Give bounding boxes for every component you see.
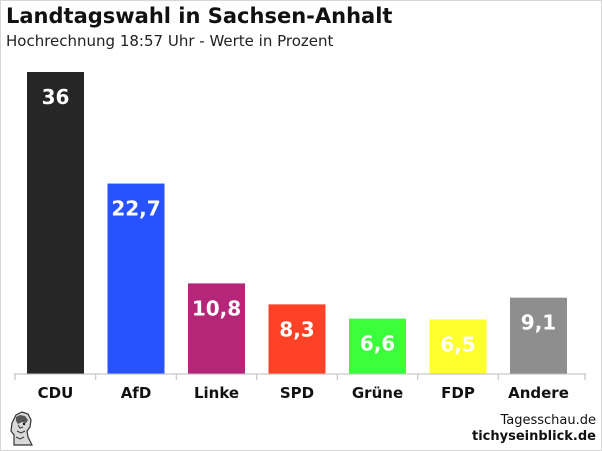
category-label-andere: Andere bbox=[508, 384, 569, 402]
category-label-linke: Linke bbox=[194, 384, 239, 402]
statue-logo-icon bbox=[10, 411, 33, 446]
value-label-spd: 8,3 bbox=[279, 317, 314, 341]
value-label-andere: 9,1 bbox=[521, 311, 556, 335]
category-label-gr-ne: Grüne bbox=[352, 384, 403, 402]
source-tichyseinblick: tichyseinblick.de bbox=[471, 429, 596, 444]
bar-linke bbox=[188, 283, 245, 374]
chart-subtitle: Hochrechnung 18:57 Uhr - Werte in Prozen… bbox=[6, 32, 334, 50]
category-label-spd: SPD bbox=[280, 384, 314, 402]
category-label-fdp: FDP bbox=[441, 384, 475, 402]
bar-gr-ne bbox=[349, 318, 406, 374]
category-label-afd: AfD bbox=[121, 384, 152, 402]
value-label-linke: 10,8 bbox=[192, 296, 241, 320]
value-label-afd: 22,7 bbox=[111, 197, 160, 221]
value-label-fdp: 6,5 bbox=[440, 332, 475, 356]
chart-title: Landtagswahl in Sachsen-Anhalt bbox=[6, 4, 393, 28]
bar-afd bbox=[107, 183, 165, 374]
value-label-gr-ne: 6,6 bbox=[360, 332, 395, 356]
category-label-cdu: CDU bbox=[38, 384, 74, 402]
bar-cdu bbox=[27, 72, 84, 374]
value-label-cdu: 36 bbox=[42, 85, 70, 109]
bar-fdp bbox=[429, 319, 487, 374]
source-tagesschau: Tagesschau.de bbox=[500, 413, 596, 428]
bar-andere bbox=[510, 297, 567, 374]
bar-spd bbox=[268, 304, 326, 374]
